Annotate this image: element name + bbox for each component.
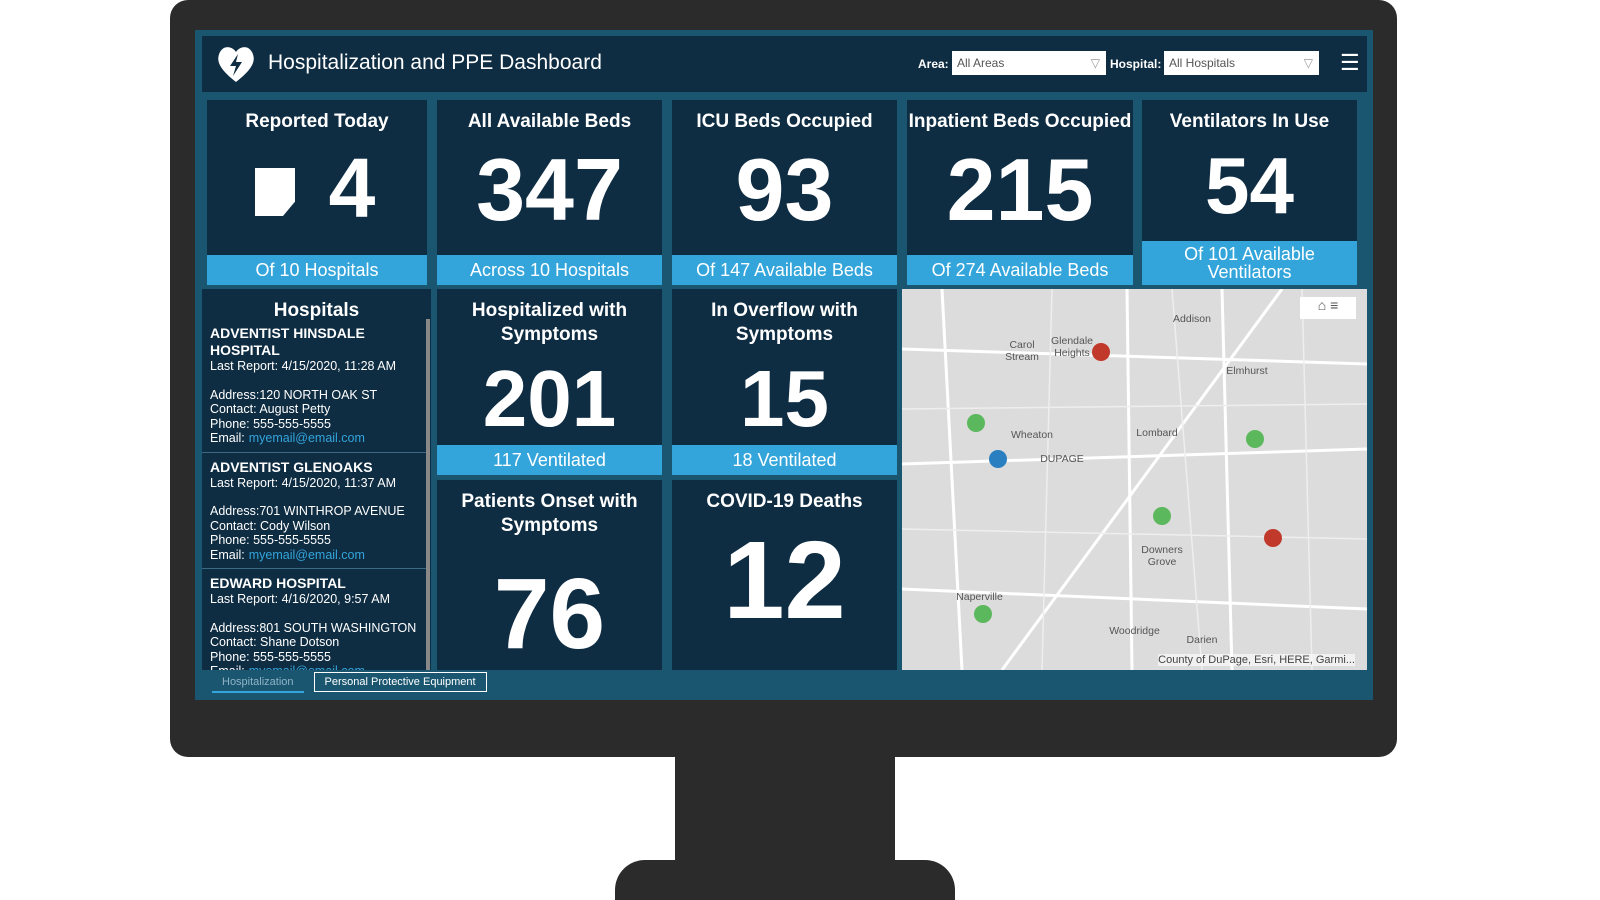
hospital-name: ADVENTIST HINSDALE HOSPITAL [210, 325, 365, 358]
email-row: Email:myemail@email.com [210, 431, 418, 446]
indicator: Ventilators In Use 54 Of 101 Available Ven… [1142, 100, 1357, 285]
map-label: Glendale Heights [1050, 335, 1094, 359]
map-label: Naperville [956, 591, 1003, 603]
dashboard-title: Hospitalization and PPE Dashboard [268, 51, 602, 74]
email-link[interactable]: myemail@email.com [248, 547, 365, 562]
map-roads [902, 289, 1367, 670]
map-label: Carol Stream [1005, 339, 1039, 363]
map-label: Woodridge [1109, 625, 1160, 637]
select-value: All Areas [957, 56, 1005, 70]
indicator-title: All Available Beds [467, 111, 632, 132]
hospital-item[interactable]: EDWARD HOSPITAL Last Report: 4/16/2020, 9… [202, 569, 426, 670]
tab[interactable]: Personal Protective Equipment [313, 672, 487, 692]
monitor-stand [675, 757, 895, 867]
indicator-caption: Of 274 Available Beds [907, 255, 1133, 285]
tab-bar: Hospitalization Personal Protective Equip… [202, 672, 487, 694]
logo [218, 47, 254, 82]
email-link[interactable]: myemail@email.com [249, 664, 365, 670]
indicator: Inpatient Beds Occupied 215 Of 274 Availab… [907, 100, 1133, 285]
indicator-title: Patients Onset with Symptoms [461, 491, 638, 536]
map-label: Downers Grove [1141, 544, 1183, 568]
phone: Phone: 555-555-5555 [210, 533, 331, 547]
indicator-title: Inpatient Beds Occupied [908, 111, 1132, 132]
indicator: COVID-19 Deaths 12 [672, 480, 897, 670]
indicator-value: 54 [1205, 141, 1294, 230]
indicator-value: 15 [740, 354, 829, 443]
indicator-caption: 18 Ventilated [672, 445, 897, 475]
filter-label: Hospital: [1110, 57, 1162, 71]
indicator-title: Reported Today [245, 111, 389, 132]
map-tools[interactable]: ⌂ ≡ [1300, 297, 1356, 319]
report-icon [255, 168, 295, 216]
indicator-caption: Of 10 Hospitals [207, 255, 427, 285]
indicator: Hospitalized with Symptoms 201 117 Ventila… [437, 289, 662, 475]
indicator-title: ICU Beds Occupied [696, 111, 873, 132]
indicator-value: 201 [482, 354, 617, 443]
map-label: Elmhurst [1226, 365, 1268, 377]
monitor-base [615, 860, 955, 900]
map-label: Darien [1186, 634, 1218, 646]
email-label: Email: [210, 664, 245, 670]
hospital-list: Hospitals ADVENTIST HINSDALE HOSPITAL Las… [202, 289, 431, 670]
email-link[interactable]: myemail@email.com [248, 431, 365, 445]
indicator-caption: Of 101 Available Ventilators [1142, 241, 1357, 285]
filter-label: Area: [918, 57, 949, 71]
indicator: Patients Onset with Symptoms 76 [437, 480, 662, 670]
indicator-value: 76 [493, 558, 606, 670]
last-report: Last Report: 4/15/2020, 11:28 AM [210, 359, 397, 373]
indicator: In Overflow with Symptoms 15 18 Ventilated [672, 289, 897, 475]
map-label: Wheaton [1010, 429, 1054, 441]
address: Address:701 WINTHROP AVENUE [210, 504, 405, 518]
email-row: Email:myemail@email.com [210, 548, 418, 563]
header: Hospitalization and PPE Dashboard Area: … [202, 36, 1367, 92]
list-title: Hospitals [273, 300, 360, 321]
indicator-title: COVID-19 Deaths [706, 491, 863, 512]
hospital-name: EDWARD HOSPITAL [210, 575, 346, 591]
list-body: ADVENTIST HINSDALE HOSPITAL Last Report: … [202, 319, 430, 670]
indicator-title: Hospitalized with Symptoms [471, 300, 628, 345]
map[interactable]: ⌂ ≡ County of DuPage, Esri, HERE, Garmi.… [902, 289, 1367, 670]
select-value: All Hospitals [1169, 56, 1236, 70]
indicator-value: 12 [723, 519, 846, 642]
indicator-title: In Overflow with Symptoms [711, 300, 858, 345]
map-label: DUPAGE [1040, 453, 1084, 465]
last-report: Last Report: 4/15/2020, 11:37 AM [210, 475, 397, 490]
address: Address:120 NORTH OAK ST [210, 387, 378, 402]
indicator: Reported Today 4 Of 10 Hospitals [207, 100, 427, 285]
contact: Contact: Shane Dotson [210, 635, 340, 649]
indicator-value: 93 [735, 140, 834, 239]
indicator-value: 347 [476, 140, 623, 239]
email-label: Email: [210, 431, 245, 445]
menu-button[interactable]: ☰ [1340, 50, 1360, 75]
tab[interactable]: Hospitalization [212, 673, 304, 693]
indicator-caption: 117 Ventilated [437, 445, 662, 475]
indicator-value: 4 [328, 141, 376, 235]
hospital-name: ADVENTIST GLENOAKS [210, 458, 373, 475]
last-report: Last Report: 4/16/2020, 9:57 AM [210, 592, 390, 606]
phone: Phone: 555-555-5555 [210, 649, 331, 664]
address: Address:801 SOUTH WASHINGTON [210, 620, 417, 635]
contact: Contact: August Petty [210, 402, 331, 416]
hospital-item[interactable]: ADVENTIST GLENOAKS Last Report: 4/15/2020… [202, 453, 426, 569]
hospital-item[interactable]: ADVENTIST HINSDALE HOSPITAL Last Report: … [202, 319, 426, 453]
indicator-value: 215 [946, 140, 1094, 239]
indicator: ICU Beds Occupied 93 Of 147 Available Beds [672, 100, 897, 285]
indicator: All Available Beds 347 Across 10 Hospitals [437, 100, 662, 285]
map-label: Lombard [1136, 427, 1178, 439]
email-label: Email: [210, 547, 245, 562]
map-attribution: County of DuPage, Esri, HERE, Garmi... [1158, 654, 1355, 666]
email-row: Email: myemail@email.com [210, 664, 418, 670]
contact: Contact: Cody Wilson [210, 518, 331, 533]
hospital-select[interactable]: All Hospitals ▽ [1164, 51, 1319, 75]
indicator-caption: Across 10 Hospitals [437, 255, 662, 285]
indicator-caption: Of 147 Available Beds [672, 255, 897, 285]
phone: Phone: 555-555-5555 [210, 416, 331, 431]
area-select[interactable]: All Areas ▽ [952, 51, 1106, 75]
map-label: Addison [1173, 313, 1211, 325]
hospital-marker [967, 343, 1282, 623]
indicator-title: Ventilators In Use [1169, 111, 1330, 132]
